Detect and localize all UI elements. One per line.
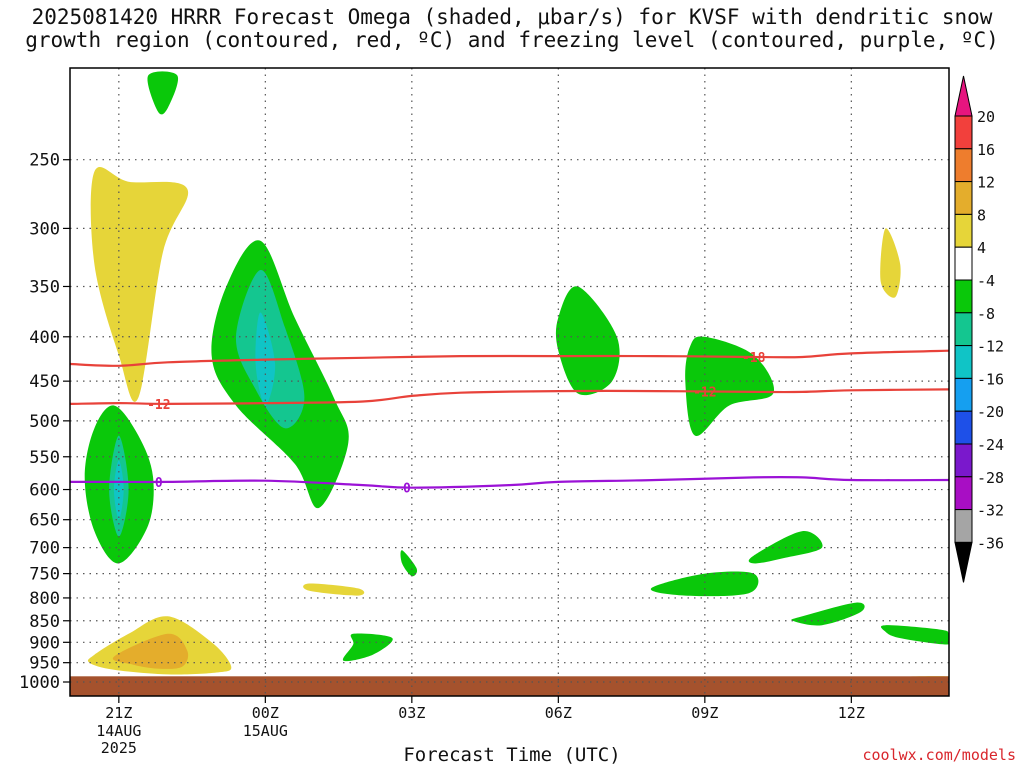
colorbar-swatch — [954, 476, 973, 511]
contour-label: -12 — [147, 398, 170, 413]
colorbar-swatch — [954, 181, 973, 215]
y-tick-label: 400 — [29, 328, 60, 348]
colorbar-top-arrow — [954, 75, 973, 117]
omega-neg-4-8 — [650, 571, 759, 597]
omega-neg-12-16 — [113, 460, 124, 520]
y-tick-label: 350 — [29, 277, 60, 297]
colorbar-swatch — [954, 148, 973, 183]
terrain-layer — [70, 676, 949, 696]
colorbar-label: 4 — [977, 239, 986, 257]
colorbar-swatch — [954, 410, 973, 445]
x-tick-label: 09Z — [691, 704, 718, 722]
contour-label: 0 — [155, 476, 163, 491]
y-tick-label: 950 — [29, 654, 60, 674]
x-tick-label: 06Z — [545, 704, 572, 722]
colorbar-swatch — [954, 377, 973, 412]
colorbar-label: -16 — [977, 370, 1004, 388]
credit-link[interactable]: coolwx.com/models — [862, 746, 1016, 764]
omega-neg-4-8 — [791, 602, 865, 626]
colorbar-swatch — [954, 312, 973, 347]
omega-neg-4-8 — [147, 71, 179, 115]
omega-pos-4-8 — [880, 228, 901, 298]
omega-neg-4-8 — [685, 336, 775, 437]
colorbar-label: -36 — [977, 534, 1004, 552]
colorbar-label: -32 — [977, 502, 1004, 520]
colorbar-swatch — [954, 509, 973, 543]
x-tick-label: 21Z — [105, 704, 132, 722]
x-tick-sublabel: 15AUG — [243, 722, 288, 740]
omega-pos-8-12 — [112, 633, 189, 669]
colorbar-bottom-arrow — [954, 541, 973, 583]
x-tick-label: 12Z — [838, 704, 865, 722]
colorbar-label: -8 — [977, 305, 995, 323]
omega-neg-4-8 — [880, 625, 949, 645]
contour-dgz-minus18 — [70, 349, 949, 367]
contour-dgz-minus12 — [70, 388, 949, 406]
grid-layer — [70, 68, 949, 696]
colorbar-label: -28 — [977, 469, 1004, 487]
y-tick-label: 750 — [29, 565, 60, 585]
y-tick-label: 450 — [29, 372, 60, 392]
y-tick-label: 700 — [29, 539, 60, 559]
y-tick-label: 650 — [29, 511, 60, 531]
colorbar-label: 16 — [977, 141, 995, 159]
contour-layer: -18 -12 -12 0 0 — [70, 349, 949, 496]
x-axis-title: Forecast Time (UTC) — [403, 744, 621, 766]
omega-neg-4-8 — [400, 550, 418, 577]
plot-frame — [69, 67, 950, 697]
omega-pos-4-8 — [303, 583, 365, 596]
omega-shading-layer — [84, 71, 949, 682]
x-tick-label: 03Z — [398, 704, 425, 722]
y-tick-label: 1000 — [19, 673, 60, 693]
y-axis: 2503003504004505005506006507007508008509… — [19, 151, 70, 693]
x-tick-sublabel: 14AUG — [96, 722, 141, 740]
colorbar-label: -12 — [977, 338, 1004, 356]
contour-label: -18 — [742, 351, 766, 366]
y-tick-label: 550 — [29, 448, 60, 468]
y-tick-label: 500 — [29, 412, 60, 432]
colorbar-label: -20 — [977, 403, 1004, 421]
contour-freezing-level — [70, 476, 949, 489]
terrain-block — [70, 676, 949, 696]
colorbar-swatch — [954, 115, 973, 150]
colorbar-swatch — [954, 443, 973, 478]
chart-title: 2025081420 HRRR Forecast Omega (shaded, … — [25, 5, 999, 52]
y-tick-label: 850 — [29, 612, 60, 632]
colorbar-label: 8 — [977, 206, 986, 224]
colorbar-swatch — [954, 246, 973, 281]
colorbar-label: 20 — [977, 108, 995, 126]
contour-label: -12 — [693, 385, 716, 400]
y-tick-label: 600 — [29, 481, 60, 501]
y-tick-label: 250 — [29, 151, 60, 171]
x-tick-label: 00Z — [252, 704, 279, 722]
y-tick-label: 800 — [29, 589, 60, 609]
colorbar-label: 12 — [977, 174, 995, 192]
colorbar-swatch — [954, 345, 973, 379]
colorbar-label: -24 — [977, 436, 1004, 454]
contour-label: 0 — [403, 481, 411, 496]
colorbar-label: -4 — [977, 272, 995, 290]
x-tick-sublabel: 2025 — [101, 739, 137, 757]
omega-neg-4-8 — [342, 633, 393, 662]
omega-neg-4-8 — [555, 286, 620, 396]
omega-pos-4-8 — [90, 166, 189, 402]
colorbar: 20 16 12 8 4 -4 -8 -12 -16 -20 -24 -28 -32 -36 — [954, 75, 1004, 583]
y-tick-label: 900 — [29, 633, 60, 653]
colorbar-swatch — [954, 213, 973, 248]
y-tick-label: 300 — [29, 219, 60, 239]
colorbar-swatch — [954, 279, 973, 314]
